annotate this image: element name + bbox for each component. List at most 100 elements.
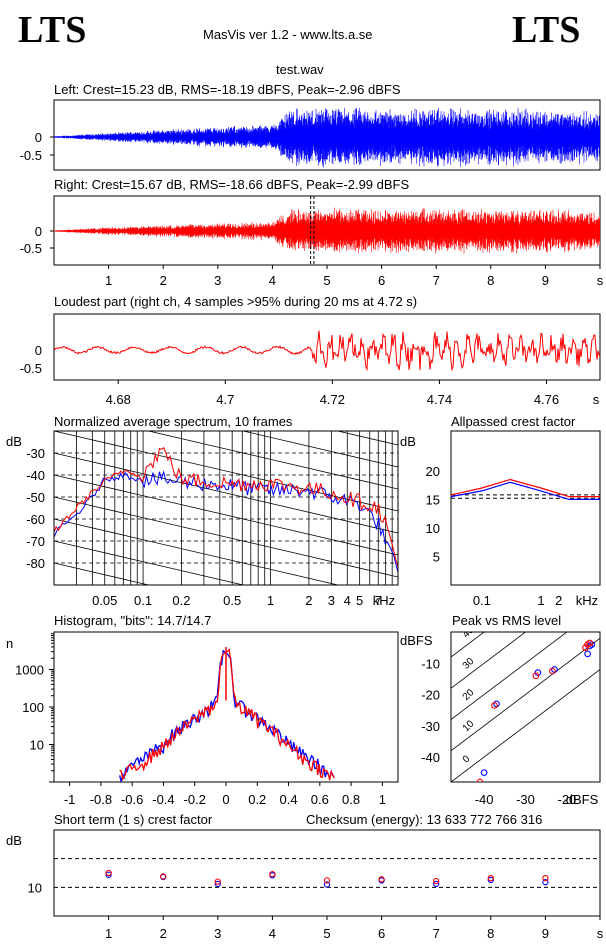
peak-rms-point-right — [532, 672, 540, 680]
spectrum-slope-line — [54, 452, 398, 534]
peak-rms-ytick-label: -10 — [421, 656, 440, 671]
spectrum-xtick-label: 4 — [344, 593, 351, 608]
histogram-trace-left — [119, 649, 335, 782]
allpass-xtick-label: 0.1 — [473, 593, 491, 608]
spectrum-xtick-label: 1 — [267, 593, 274, 608]
short-term-point-right — [105, 869, 112, 877]
left-waveform-title: Left: Crest=15.23 dB, RMS=-18.19 dBFS, P… — [54, 82, 401, 97]
short-term-point-right — [269, 870, 276, 878]
waveform-xtick-label: 4 — [269, 273, 276, 288]
waveform-xtick-label: 5 — [323, 273, 330, 288]
short-term-point-left — [542, 879, 549, 886]
spectrum-xtick-label: 7 — [375, 593, 382, 608]
spectrum-slope-line — [54, 474, 398, 556]
spectrum-unit: dB — [6, 434, 22, 449]
spectrum-slope-line — [146, 431, 398, 490]
spectrum-slope-line — [54, 321, 398, 401]
peak-rms-ytick-label: -40 — [421, 750, 440, 765]
peak-rms-point-right — [476, 778, 484, 782]
short-term-frame — [53, 829, 601, 917]
loudest-part-title: Loudest part (right ch, 4 samples >95% d… — [54, 294, 418, 309]
short-term-point-right — [487, 875, 494, 882]
left-waveform-frame — [53, 99, 601, 171]
left-waveform-ytick-neg05: -0.5 — [20, 148, 42, 163]
spectrum-slope-line — [54, 277, 398, 357]
histogram-unit: n — [6, 636, 14, 651]
spectrum-ytick-label: -50 — [26, 490, 45, 505]
spectrum-title: Normalized average spectrum, 10 frames — [54, 414, 293, 429]
allpass-xtick-label: 2 — [555, 593, 562, 608]
spectrum-xtick-label: 5 — [356, 593, 363, 608]
spectrum-frame — [53, 430, 399, 586]
right-waveform-ytick-0: 0 — [35, 224, 42, 239]
short-term-point-right — [378, 876, 385, 883]
peak-rms-crest-line — [451, 637, 600, 752]
allpass-unit: dB — [400, 434, 416, 449]
short-term-xtick-label: s — [597, 926, 604, 941]
histogram-ytick-label: 10 — [30, 738, 44, 753]
spectrum-slope-line — [54, 299, 398, 379]
short-term-xtick-label: 7 — [433, 926, 440, 941]
spectrum-slope-line — [54, 540, 245, 585]
histogram-xtick-label: 0.6 — [311, 792, 329, 807]
allpass-ytick-label: 10 — [426, 521, 440, 536]
loudest-xtick-label: 4.72 — [320, 392, 345, 407]
histogram-xtick-label: -0.2 — [184, 792, 206, 807]
right-waveform-ytick-neg05: -0.5 — [20, 241, 42, 256]
peak-rms-crest-label: 0 — [461, 753, 473, 765]
histogram-plot-area — [119, 646, 335, 782]
peak-rms-point-left — [480, 769, 488, 776]
peak-rms-point-left — [584, 650, 591, 658]
short-term-xtick-label: 2 — [160, 926, 167, 941]
spectrum-slope-line — [241, 431, 398, 468]
allpass-ytick-label: 5 — [433, 549, 440, 564]
spectrum-slope-line — [54, 431, 398, 512]
waveform-xtick-label: s — [597, 273, 604, 288]
allpass-trace-right — [450, 478, 600, 498]
loudest-xtick-label: 4.76 — [534, 392, 559, 407]
histogram-xtick-label: 0.4 — [280, 792, 298, 807]
loudest-xtick-label: 4.68 — [106, 392, 131, 407]
peak-rms-xtick-label: -30 — [516, 792, 535, 807]
spectrum-ytick-label: -40 — [26, 468, 45, 483]
histogram-xtick-label: 1 — [379, 792, 386, 807]
waveform-xtick-label: 8 — [487, 273, 494, 288]
peak-rms-point-right — [491, 702, 498, 709]
peak-rms-crest-label: 40 — [461, 624, 477, 640]
checksum: Checksum (energy): 13 633 772 766 316 — [306, 812, 543, 827]
right-waveform-title: Right: Crest=15.67 dB, RMS=-18.66 dBFS, … — [54, 177, 410, 192]
waveform-xtick-label: 1 — [105, 273, 112, 288]
loudest-xtick-label: s — [593, 392, 600, 407]
waveform-xtick-label: 7 — [433, 273, 440, 288]
peak-rms-ytick-label: -20 — [421, 688, 440, 703]
peak-rms-frame — [450, 631, 601, 783]
spectrum-xtick-label: 3 — [328, 593, 335, 608]
waveform-xtick-label: 9 — [542, 273, 549, 288]
histogram-title: Histogram, "bits": 14.7/14.7 — [54, 613, 212, 628]
spectrum-trace-left — [54, 470, 398, 573]
histogram-xtick-label: -0.4 — [152, 792, 174, 807]
peak-rms-crest-label: 20 — [461, 687, 477, 703]
short-term-xtick-label: 5 — [323, 926, 330, 941]
logo-right: LTS — [512, 9, 581, 51]
short-term-ytick-label: 10 — [28, 880, 42, 895]
left-waveform-trace — [53, 107, 600, 168]
spectrum-ytick-label: -30 — [26, 446, 45, 461]
short-term-unit: dB — [6, 833, 22, 848]
histogram-xtick-label: -0.6 — [121, 792, 143, 807]
file-name: test.wav — [276, 62, 324, 77]
peak-rms-ytick-label: -30 — [421, 719, 440, 734]
spectrum-xtick-label: 0.5 — [223, 593, 241, 608]
spectrum-xtick-label: 2 — [305, 593, 312, 608]
loudest-ytick-0: 0 — [35, 343, 42, 358]
waveform-xtick-label: 2 — [160, 273, 167, 288]
short-term-point-right — [323, 877, 331, 884]
peak-rms-crest-label: 10 — [461, 718, 477, 734]
loudest-xtick-label: 4.74 — [427, 392, 452, 407]
peak-rms-crest-line — [451, 632, 568, 721]
short-term-point-left — [323, 881, 331, 888]
spectrum-slope-line — [336, 431, 398, 446]
spectrum-ytick-label: -80 — [26, 556, 45, 571]
spectrum-ytick-label: -60 — [26, 512, 45, 527]
spectrum-xtick-label: 0.2 — [172, 593, 190, 608]
